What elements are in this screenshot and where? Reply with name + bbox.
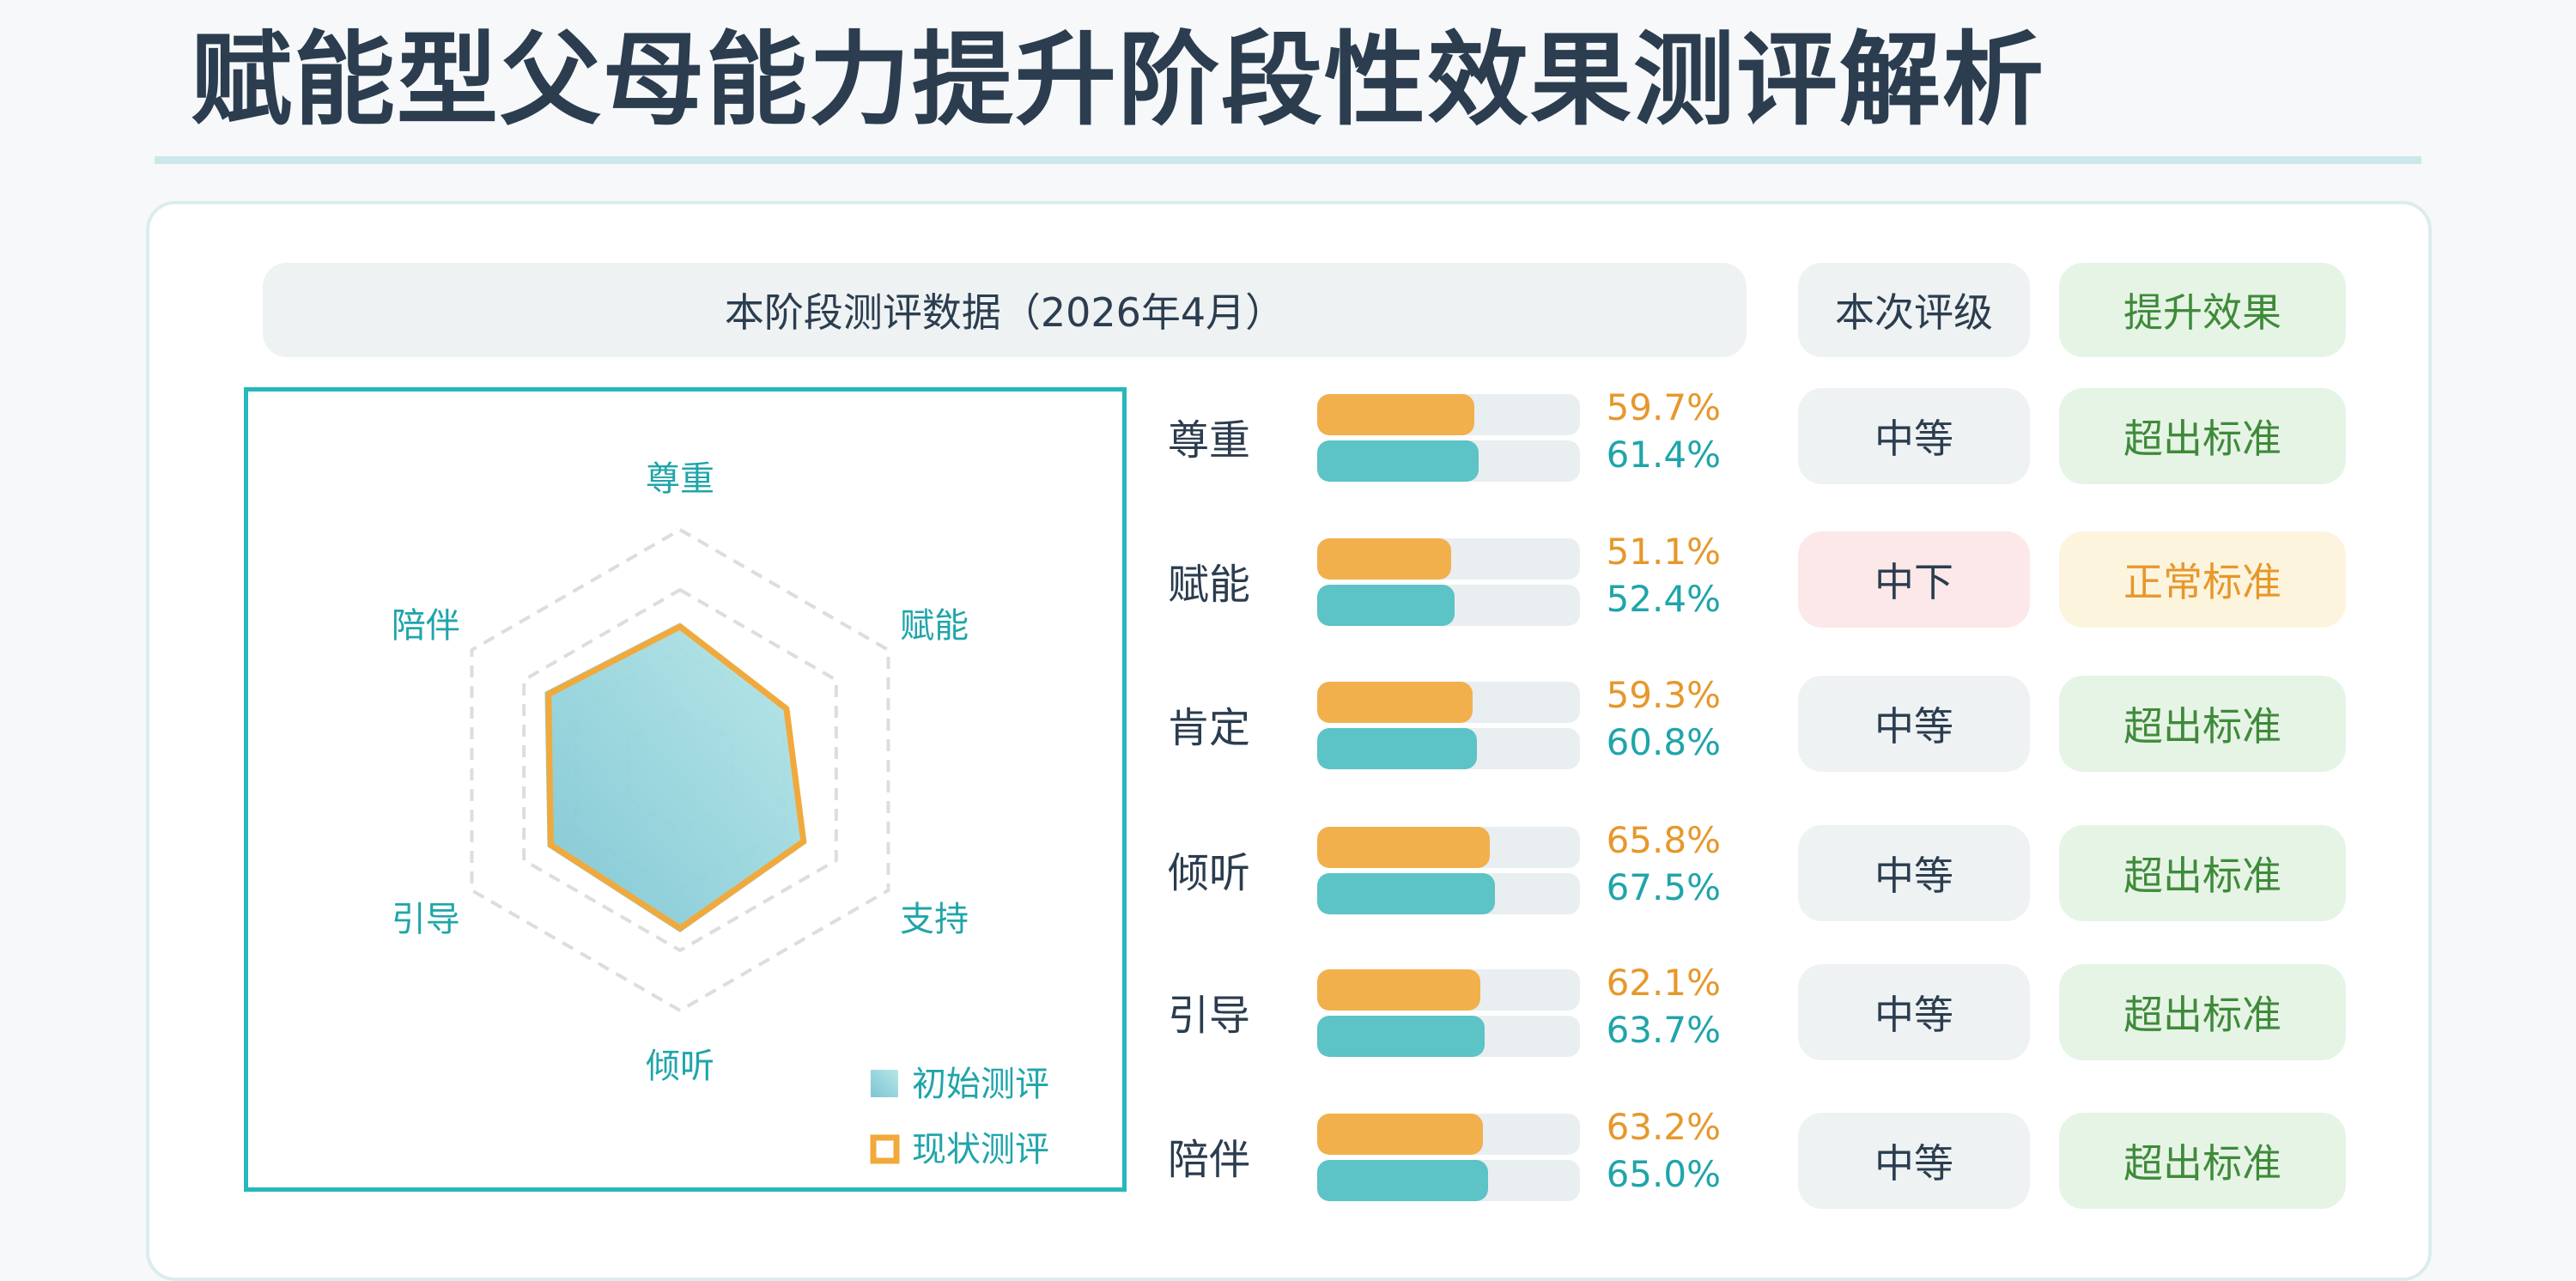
effect-badge: 超出标准 bbox=[2059, 825, 2346, 921]
initial-score-track bbox=[1317, 1160, 1580, 1201]
current-score-track bbox=[1317, 682, 1580, 723]
grade-badge: 中等 bbox=[1798, 1113, 2030, 1209]
effect-badge: 超出标准 bbox=[2059, 388, 2346, 484]
effect-badge: 超出标准 bbox=[2059, 1113, 2346, 1209]
current-score-track bbox=[1317, 1114, 1580, 1155]
radar-axis-label: 赋能 bbox=[900, 606, 969, 646]
current-score-bar bbox=[1317, 969, 1481, 1011]
title-divider bbox=[155, 156, 2421, 164]
initial-score-track bbox=[1317, 440, 1580, 482]
grade-badge: 中等 bbox=[1798, 825, 2030, 921]
current-score-track bbox=[1317, 827, 1580, 868]
current-score-track bbox=[1317, 394, 1580, 435]
metric-label: 陪伴 bbox=[1168, 1136, 1251, 1184]
metric-label: 引导 bbox=[1168, 992, 1251, 1040]
initial-score-value: 52.4% bbox=[1606, 578, 1721, 620]
initial-score-bar bbox=[1317, 440, 1479, 482]
initial-score-bar bbox=[1317, 728, 1478, 769]
initial-score-value: 61.4% bbox=[1606, 434, 1721, 476]
legend-initial-swatch bbox=[871, 1070, 898, 1097]
initial-score-bar bbox=[1317, 1016, 1485, 1057]
initial-score-track bbox=[1317, 728, 1580, 769]
initial-score-track bbox=[1317, 873, 1580, 914]
current-score-track bbox=[1317, 538, 1580, 580]
current-score-bar bbox=[1317, 827, 1491, 868]
metric-label: 倾听 bbox=[1168, 849, 1251, 897]
page-title: 赋能型父母能力提升阶段性效果测评解析 bbox=[191, 21, 2046, 139]
initial-score-bar bbox=[1317, 585, 1455, 626]
current-score-bar bbox=[1317, 682, 1473, 723]
grade-column-header: 本次评级 bbox=[1798, 263, 2030, 357]
current-score-value: 59.3% bbox=[1606, 674, 1721, 716]
initial-score-value: 60.8% bbox=[1606, 721, 1721, 763]
effect-badge: 正常标准 bbox=[2059, 531, 2346, 628]
radar-axis-label: 陪伴 bbox=[392, 606, 460, 646]
metric-label: 肯定 bbox=[1168, 704, 1251, 752]
effect-badge: 超出标准 bbox=[2059, 676, 2346, 772]
metric-label: 赋能 bbox=[1168, 561, 1251, 609]
grade-badge: 中等 bbox=[1798, 388, 2030, 484]
legend-current-swatch bbox=[870, 1134, 900, 1164]
initial-score-bar bbox=[1317, 1160, 1488, 1201]
grade-badge: 中等 bbox=[1798, 964, 2030, 1060]
radar-axis-label: 引导 bbox=[392, 900, 460, 939]
initial-score-track bbox=[1317, 585, 1580, 626]
data-section-header: 本阶段测评数据（2026年4月） bbox=[263, 263, 1747, 357]
effect-column-header: 提升效果 bbox=[2059, 263, 2346, 357]
current-score-value: 65.8% bbox=[1606, 819, 1721, 861]
current-score-value: 63.2% bbox=[1606, 1106, 1721, 1148]
radar-grid-ring-3 bbox=[522, 587, 838, 953]
radar-chart-panel: 尊重赋能支持倾听 引导 陪伴初始测评现状测评 bbox=[244, 387, 1127, 1192]
legend-initial-label: 初始测评 bbox=[912, 1065, 1049, 1104]
current-score-value: 59.7% bbox=[1606, 386, 1721, 428]
current-score-value: 62.1% bbox=[1606, 962, 1721, 1004]
current-score-track bbox=[1317, 969, 1580, 1011]
current-score-bar bbox=[1317, 538, 1452, 580]
metric-label: 尊重 bbox=[1168, 416, 1251, 464]
radar-series-initial bbox=[544, 622, 807, 932]
grade-badge: 中等 bbox=[1798, 676, 2030, 772]
initial-score-value: 67.5% bbox=[1606, 866, 1721, 908]
radar-axis-label: 支持 bbox=[900, 900, 969, 939]
radar-series-current bbox=[545, 623, 807, 932]
current-score-bar bbox=[1317, 1114, 1484, 1155]
grade-badge: 中下 bbox=[1798, 531, 2030, 628]
radar-axis-label: 尊重 bbox=[646, 459, 714, 499]
current-score-value: 51.1% bbox=[1606, 531, 1721, 573]
radar-grid-ring-4 bbox=[470, 527, 890, 1013]
current-score-bar bbox=[1317, 394, 1474, 435]
effect-badge: 超出标准 bbox=[2059, 964, 2346, 1060]
initial-score-bar bbox=[1317, 873, 1495, 914]
initial-score-track bbox=[1317, 1016, 1580, 1057]
initial-score-value: 65.0% bbox=[1606, 1153, 1721, 1195]
radar-axis-label: 倾听 bbox=[646, 1047, 714, 1086]
legend-current-label: 现状测评 bbox=[912, 1130, 1049, 1169]
initial-score-value: 63.7% bbox=[1606, 1009, 1721, 1051]
